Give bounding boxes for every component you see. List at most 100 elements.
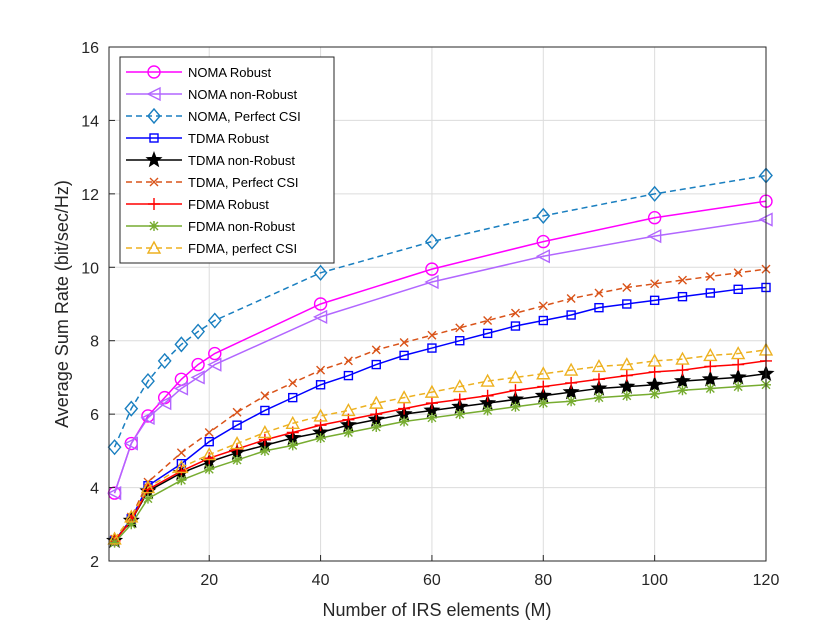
data-point (424, 384, 440, 398)
data-point (536, 234, 550, 249)
data-point (204, 428, 214, 437)
legend-marker (149, 221, 159, 231)
data-point (673, 372, 691, 389)
data-point (677, 275, 687, 285)
series-line (113, 349, 767, 540)
data-point (288, 392, 298, 403)
data-point (594, 302, 604, 313)
data-point (257, 425, 273, 439)
data-point (124, 400, 139, 417)
series-fdma-perfect-csi (107, 342, 774, 545)
y-tick-label: 14 (81, 113, 99, 130)
data-point (315, 433, 326, 444)
data-point (562, 383, 580, 400)
data-point (732, 358, 745, 371)
data-point (204, 464, 215, 475)
data-point (590, 379, 608, 396)
data-point (173, 381, 189, 396)
data-point (648, 365, 661, 378)
data-point (646, 375, 664, 393)
data-point (620, 369, 633, 382)
legend-item: NOMA, Perfect CSI (126, 107, 301, 125)
data-point (591, 358, 607, 373)
data-point (232, 407, 242, 417)
data-point (705, 271, 715, 281)
data-point (701, 370, 719, 387)
data-point (482, 328, 493, 339)
data-point (538, 301, 548, 311)
legend-item: FDMA Robust (126, 197, 269, 212)
data-point (538, 315, 548, 326)
data-point (107, 485, 122, 501)
data-point (369, 395, 384, 409)
data-point (649, 388, 660, 399)
data-point (675, 351, 690, 365)
data-point (622, 299, 632, 309)
legend: NOMA Robust NOMA non-Robust NOMA, Perfect … (119, 56, 335, 264)
y-axis-label: Average Sum Rate (bit/sec/Hz) (52, 180, 72, 428)
data-point (483, 316, 493, 326)
data-point (622, 282, 632, 292)
series-line (113, 174, 767, 448)
series-tdma-robust (109, 282, 771, 546)
data-point (425, 397, 438, 410)
series-layer (106, 167, 775, 549)
data-point (677, 291, 688, 302)
data-point (510, 401, 521, 412)
x-tick-label: 20 (200, 572, 218, 589)
data-point (733, 284, 743, 295)
x-tick-label: 60 (423, 572, 441, 589)
data-point (107, 531, 122, 545)
data-point (140, 480, 156, 494)
data-point (313, 309, 328, 324)
y-tick-label: 8 (90, 334, 99, 351)
data-point (649, 295, 660, 306)
legend-label: TDMA non-Robust (188, 153, 295, 168)
data-point (316, 365, 326, 375)
legend-label: FDMA, perfect CSI (188, 241, 297, 256)
data-point (142, 493, 153, 504)
data-point (535, 249, 550, 264)
data-point (566, 293, 576, 303)
data-point (647, 228, 662, 244)
x-tick-label: 40 (312, 572, 330, 589)
data-point (733, 268, 743, 278)
data-point (427, 343, 437, 353)
y-tick-label: 10 (81, 260, 99, 277)
data-point (232, 420, 242, 430)
data-point (453, 393, 466, 406)
data-point (566, 310, 576, 320)
data-point (482, 405, 493, 416)
x-tick-label: 80 (534, 572, 552, 589)
data-point (619, 357, 634, 371)
series-fdma-non-robust (109, 379, 771, 548)
data-point (509, 384, 522, 397)
data-point (427, 330, 437, 340)
series-tdma-perfect-csi (110, 264, 771, 544)
series-line (113, 286, 767, 542)
data-point (315, 380, 326, 390)
data-point (425, 262, 439, 276)
legend-marker (146, 240, 162, 254)
data-point (174, 459, 189, 474)
legend-label: FDMA Robust (188, 197, 269, 212)
data-point (207, 312, 222, 329)
data-point (208, 346, 222, 361)
data-point (481, 389, 494, 402)
data-point (536, 207, 551, 224)
axis-ticks: 20 40 60 80 100 120 2 4 6 8 10 12 14 16 (81, 40, 779, 589)
legend-marker (147, 107, 161, 125)
data-point (536, 366, 551, 380)
data-point (537, 380, 550, 393)
data-point (676, 364, 689, 377)
data-point (190, 370, 205, 385)
legend-item: TDMA Robust (126, 131, 269, 146)
legend-marker (149, 177, 159, 187)
legend-marker (149, 133, 159, 143)
legend-item: NOMA non-Robust (126, 86, 297, 102)
data-point (229, 436, 245, 450)
series-noma-perfect-csi (107, 167, 773, 456)
legend-label: TDMA, Perfect CSI (188, 175, 299, 190)
data-point (157, 352, 172, 369)
